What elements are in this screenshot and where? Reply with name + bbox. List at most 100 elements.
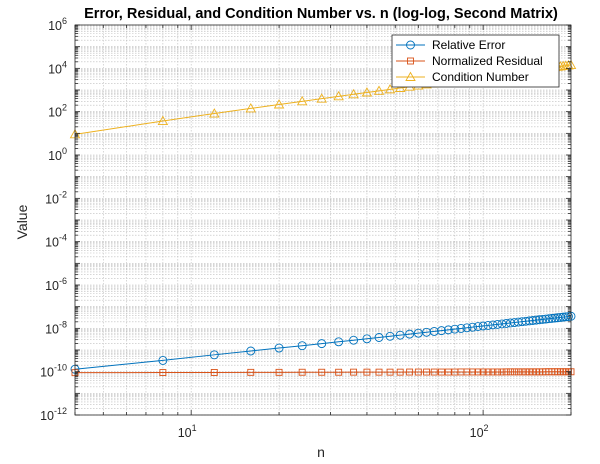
data-point	[335, 368, 343, 376]
series-line	[74, 315, 572, 370]
data-point	[474, 368, 482, 376]
data-point	[396, 368, 404, 376]
data-point	[468, 322, 477, 332]
data-point	[443, 325, 453, 335]
data-point	[317, 339, 327, 349]
data-point	[348, 88, 359, 99]
data-point	[493, 319, 502, 329]
data-point	[450, 324, 460, 334]
data-point	[469, 368, 476, 376]
legend-marker	[407, 57, 414, 65]
data-point	[318, 368, 326, 376]
y-tick-label: 10-6	[45, 276, 67, 293]
data-point	[373, 85, 385, 95]
data-point	[273, 99, 285, 109]
data-point	[394, 82, 406, 92]
y-tick-label: 10-4	[45, 233, 67, 250]
y-tick-label: 10-2	[45, 189, 67, 206]
data-point	[494, 368, 501, 376]
data-point	[386, 368, 394, 376]
y-tick-label: 106	[48, 16, 67, 33]
data-point	[437, 326, 446, 336]
data-point	[296, 95, 308, 106]
data-point	[456, 323, 466, 333]
data-point	[513, 317, 523, 327]
data-point	[544, 314, 554, 324]
y-axis-label: Value	[14, 204, 30, 239]
data-point	[497, 319, 507, 329]
data-point	[502, 368, 510, 376]
data-point	[316, 93, 327, 103]
data-point	[349, 335, 359, 345]
data-point	[438, 368, 445, 376]
chart-title: Error, Residual, and Condition Number vs…	[84, 6, 558, 22]
data-point	[444, 368, 452, 376]
data-point	[550, 313, 560, 323]
data-point	[528, 316, 538, 325]
data-point	[541, 314, 551, 324]
data-point	[210, 369, 218, 376]
data-point	[245, 103, 257, 113]
legend: Relative Error Normalized Residual Conditi…	[391, 34, 560, 88]
data-point	[514, 368, 522, 376]
data-point	[158, 355, 168, 365]
data-point	[333, 90, 344, 101]
data-point	[414, 368, 422, 376]
data-point	[423, 368, 430, 376]
data-point	[157, 115, 169, 125]
y-tick-label: 100	[48, 146, 67, 163]
data-point	[385, 331, 395, 341]
legend-item: Normalized Residual	[396, 54, 543, 68]
y-tick-label: 104	[48, 59, 67, 76]
legend-label: Condition Number	[432, 70, 529, 84]
data-point	[479, 368, 487, 376]
data-point	[462, 323, 472, 333]
data-point	[384, 83, 396, 94]
y-tick-label: 102	[48, 103, 67, 120]
legend-marker	[405, 71, 416, 81]
data-point	[525, 368, 533, 376]
data-point	[484, 368, 492, 376]
data-point	[350, 368, 358, 376]
data-point	[531, 315, 541, 325]
data-point	[297, 341, 307, 351]
data-point	[361, 87, 373, 97]
major-grid	[75, 24, 571, 416]
data-point	[518, 368, 526, 376]
data-point	[363, 368, 371, 376]
data-point	[561, 312, 571, 322]
data-point	[498, 368, 506, 376]
data-point	[275, 368, 283, 376]
data-point	[478, 321, 488, 331]
series-square	[71, 368, 575, 377]
data-point	[246, 346, 256, 356]
data-point	[563, 312, 573, 321]
data-point	[510, 368, 518, 376]
x-tick-label: 101	[178, 423, 197, 440]
x-tick-label: 102	[470, 423, 489, 440]
data-point	[535, 315, 544, 325]
data-point	[506, 368, 514, 376]
data-point	[375, 368, 383, 376]
data-point	[247, 368, 255, 376]
data-point	[298, 368, 306, 376]
data-point	[405, 329, 415, 339]
data-point	[489, 368, 497, 376]
data-point	[274, 343, 284, 353]
data-point	[209, 108, 220, 118]
data-point	[159, 369, 167, 377]
y-tick-label: 10-8	[45, 319, 67, 336]
data-point	[521, 316, 531, 326]
data-point	[517, 317, 527, 327]
data-point	[538, 314, 548, 324]
plot-area	[75, 25, 571, 415]
legend-item: Relative Error	[396, 38, 505, 52]
data-point	[522, 368, 530, 376]
data-point	[473, 322, 483, 331]
data-point	[362, 334, 372, 344]
y-axis-ticks: 106 104 102 100 10-2 10-4 10-6 10-8 10-10 10-12	[40, 16, 571, 423]
legend-marker	[406, 40, 415, 50]
data-point	[406, 368, 414, 376]
y-tick-label: 10-12	[40, 406, 67, 423]
